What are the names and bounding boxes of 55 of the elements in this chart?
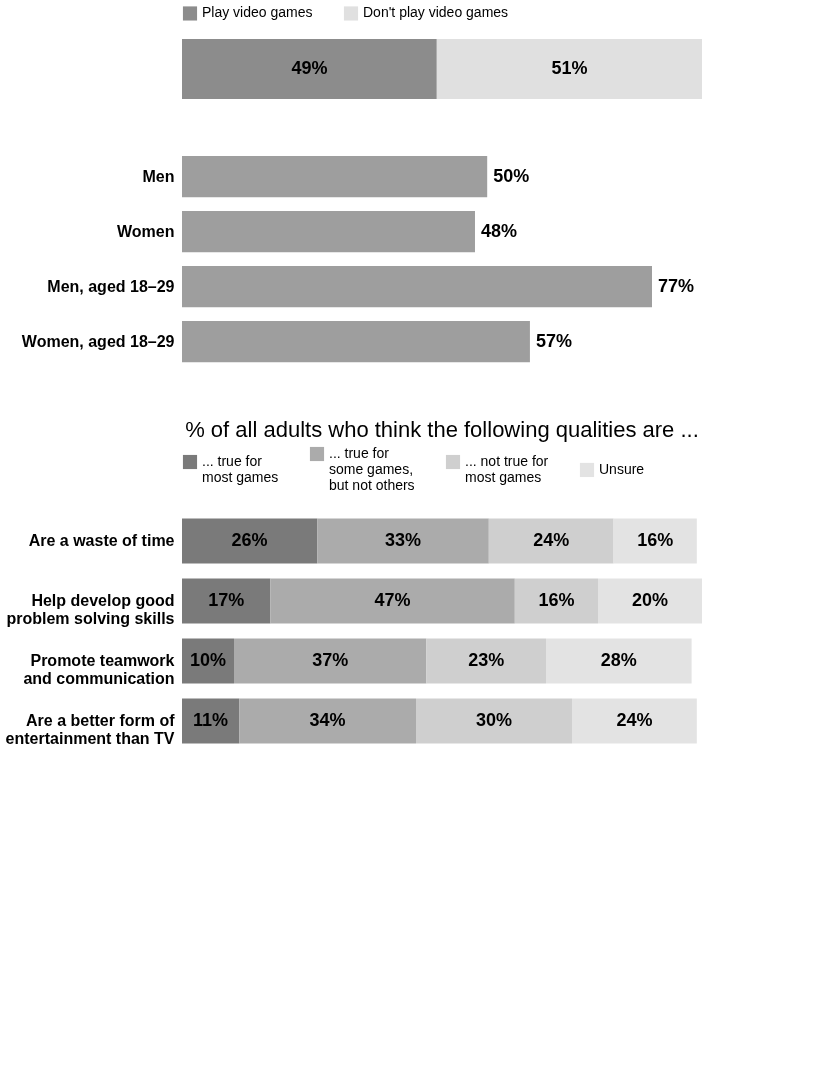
legend-label: ... true for most games <box>202 453 279 485</box>
data-label: 23% <box>468 650 505 670</box>
bar <box>546 638 692 684</box>
y-tick-label: Promote teamwork and communication <box>23 652 175 687</box>
y-tick-label: Women <box>117 222 175 240</box>
y-tick-label: Help develop good problem solving skills <box>6 592 175 627</box>
bar <box>182 518 318 564</box>
data-label: 49% <box>291 58 328 78</box>
legend-label: ... not true for most games <box>465 453 549 485</box>
data-label: 24% <box>616 710 653 730</box>
bar <box>416 698 572 744</box>
bar <box>182 578 271 624</box>
legend-label: ... true for some games, but not others <box>329 445 415 493</box>
bar <box>270 578 515 624</box>
data-label: 30% <box>475 710 513 730</box>
bar <box>572 698 697 744</box>
legend-label: Don't play video games <box>363 4 509 21</box>
data-label: 37% <box>312 650 349 670</box>
legend-label: Unsure <box>599 460 645 477</box>
bar <box>239 698 416 744</box>
data-label: 24% <box>533 530 570 550</box>
data-label: 20% <box>631 590 669 610</box>
data-label: 51% <box>551 58 588 78</box>
y-tick-label: Are a waste of time <box>28 532 175 549</box>
bar <box>488 518 614 564</box>
chart-title: % of all adults who think the following qualities are ... <box>185 417 699 442</box>
legend-label: Play video games <box>202 4 313 21</box>
data-label: 16% <box>538 590 575 610</box>
y-tick-label: Are a better form of entertainment than TV <box>5 712 176 747</box>
y-tick-label: Women, aged 18–29 <box>21 332 175 350</box>
data-label: 11% <box>193 710 229 730</box>
bar <box>182 320 530 363</box>
data-label: 16% <box>637 530 674 550</box>
data-label: 57% <box>535 330 572 351</box>
data-label: 33% <box>384 530 422 550</box>
bar <box>234 638 427 684</box>
data-label: 50% <box>493 165 530 186</box>
bar <box>514 578 598 624</box>
y-tick-label: Men <box>142 167 175 185</box>
bar <box>317 518 489 564</box>
bar <box>182 265 652 308</box>
bar <box>182 155 488 198</box>
bar <box>613 518 697 564</box>
data-label: 34% <box>309 710 346 730</box>
data-label: 77% <box>658 275 695 296</box>
data-label: 26% <box>231 530 268 550</box>
data-label: 10% <box>189 650 227 670</box>
data-label: 48% <box>480 220 518 241</box>
data-label: 28% <box>600 650 637 670</box>
bar <box>598 578 702 624</box>
bar <box>426 638 546 684</box>
data-label: 47% <box>374 590 411 610</box>
y-tick-label: Men, aged 18–29 <box>47 277 175 295</box>
data-label: 17% <box>208 590 245 610</box>
bar <box>182 210 475 253</box>
